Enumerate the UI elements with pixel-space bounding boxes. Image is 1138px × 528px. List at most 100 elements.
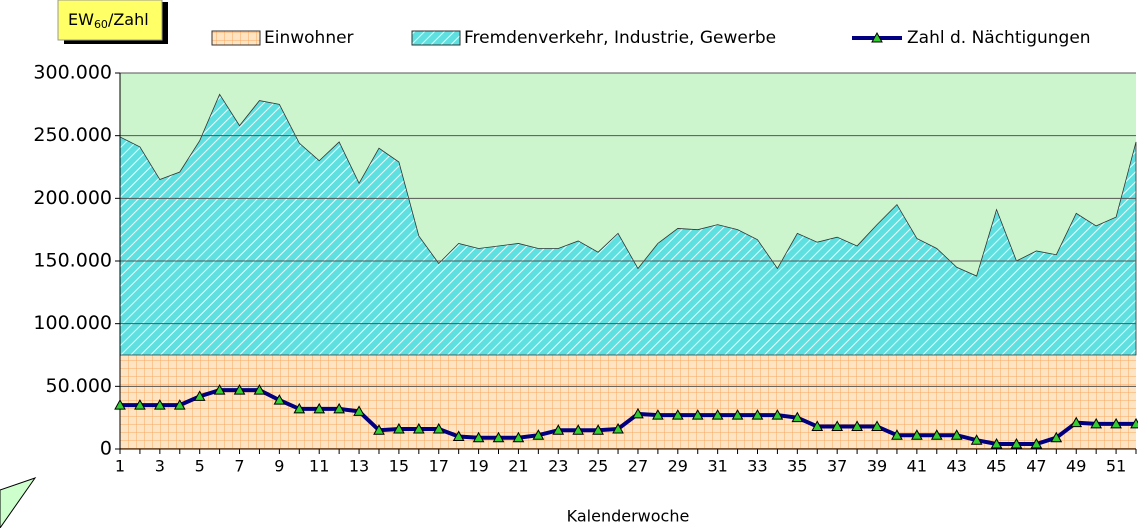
marker xyxy=(612,422,624,434)
legend-swatch xyxy=(411,30,461,46)
legend-label: Fremdenverkehr, Industrie, Gewerbe xyxy=(464,28,776,48)
x-axis-title: Kalenderwoche xyxy=(567,507,690,526)
marker xyxy=(990,437,1003,449)
marker xyxy=(831,420,844,431)
x-tick-label: 7 xyxy=(234,457,244,476)
marker xyxy=(930,429,943,440)
legend-item: Zahl d. Nächtigungen xyxy=(852,28,1091,48)
marker xyxy=(412,422,425,434)
marker xyxy=(970,434,983,445)
marker xyxy=(313,402,326,414)
y-tick-label: 300.000 xyxy=(33,62,112,84)
x-tick-label: 13 xyxy=(349,457,369,476)
marker xyxy=(691,409,704,420)
y-tick-label: 50.000 xyxy=(46,375,112,397)
x-tick-label: 33 xyxy=(747,457,767,476)
marker xyxy=(731,409,744,420)
marker xyxy=(134,399,146,410)
x-tick-label: 35 xyxy=(787,457,807,476)
decoration xyxy=(0,477,37,528)
x-tick-label: 11 xyxy=(309,457,329,476)
x-tick-label: 21 xyxy=(508,457,528,476)
x-tick-label: 47 xyxy=(1026,457,1046,476)
x-tick-label: 9 xyxy=(274,457,284,476)
x-tick-label: 29 xyxy=(668,457,688,476)
marker xyxy=(671,409,684,420)
marker xyxy=(1050,431,1063,443)
marker xyxy=(652,409,664,420)
marker xyxy=(432,422,445,434)
y-label: EW60/Zahl xyxy=(57,0,168,44)
marker xyxy=(213,384,226,395)
marker xyxy=(393,422,405,434)
marker xyxy=(193,390,206,401)
marker xyxy=(851,420,863,431)
marker xyxy=(950,429,963,440)
marker xyxy=(1070,416,1083,428)
marker xyxy=(811,420,824,431)
x-tick-label: 27 xyxy=(628,457,648,476)
marker xyxy=(253,384,266,395)
marker xyxy=(333,402,345,414)
legend-label: Zahl d. Nächtigungen xyxy=(907,28,1091,48)
x-tick-label: 43 xyxy=(947,457,967,476)
x-tick-label: 39 xyxy=(867,457,887,476)
marker xyxy=(1010,437,1023,449)
marker xyxy=(791,411,804,423)
marker xyxy=(1110,417,1122,429)
x-tick-label: 15 xyxy=(389,457,409,476)
y-tick-label: 250.000 xyxy=(33,124,112,146)
y-label-sub: 60 xyxy=(94,18,108,31)
marker xyxy=(293,402,306,414)
marker xyxy=(233,384,246,395)
marker xyxy=(552,424,565,435)
legend-marker xyxy=(871,31,883,43)
x-tick-label: 17 xyxy=(429,457,449,476)
marker xyxy=(452,430,465,441)
marker xyxy=(273,394,286,405)
marker xyxy=(592,424,604,435)
y-tick-label: 100.000 xyxy=(33,312,112,334)
marker xyxy=(751,409,764,420)
marker xyxy=(711,409,724,420)
area xyxy=(120,355,1136,449)
x-tick-label: 5 xyxy=(195,457,205,476)
marker xyxy=(572,424,585,435)
x-tick-label: 37 xyxy=(827,457,847,476)
svg-text:EW60/Zahl: EW60/Zahl xyxy=(68,10,149,32)
x-tick-label: 51 xyxy=(1106,457,1126,476)
marker xyxy=(353,405,365,416)
marker xyxy=(1090,417,1103,429)
legend-label: Einwohner xyxy=(264,28,354,48)
line xyxy=(120,388,1136,446)
x-tick-label: 41 xyxy=(907,457,927,476)
marker xyxy=(632,407,644,419)
marker xyxy=(173,399,186,410)
y-tick-label: 150.000 xyxy=(33,250,112,272)
y-label-tail: /Zahl xyxy=(108,10,149,29)
marker xyxy=(891,429,903,440)
x-tick-label: 25 xyxy=(588,457,608,476)
marker xyxy=(373,424,385,435)
x-tick-label: 31 xyxy=(707,457,727,476)
x-tick-label: 49 xyxy=(1066,457,1086,476)
legend-item: Fremdenverkehr, Industrie, Gewerbe xyxy=(411,28,776,48)
marker xyxy=(1030,437,1043,449)
marker xyxy=(911,429,923,440)
area xyxy=(119,93,1137,356)
x-tick-label: 23 xyxy=(548,457,568,476)
marker xyxy=(532,429,545,440)
x-tick-label: 1 xyxy=(115,457,125,476)
marker xyxy=(1130,417,1138,429)
x-tick-label: 45 xyxy=(986,457,1006,476)
x-tick-label: 19 xyxy=(468,457,488,476)
legend-swatch xyxy=(211,30,261,46)
marker xyxy=(871,420,883,431)
y-tick-label: 0 xyxy=(100,438,112,460)
marker xyxy=(153,399,166,410)
marker xyxy=(114,399,126,410)
x-tick-label: 3 xyxy=(155,457,165,476)
marker xyxy=(512,431,525,443)
marker xyxy=(472,431,485,443)
